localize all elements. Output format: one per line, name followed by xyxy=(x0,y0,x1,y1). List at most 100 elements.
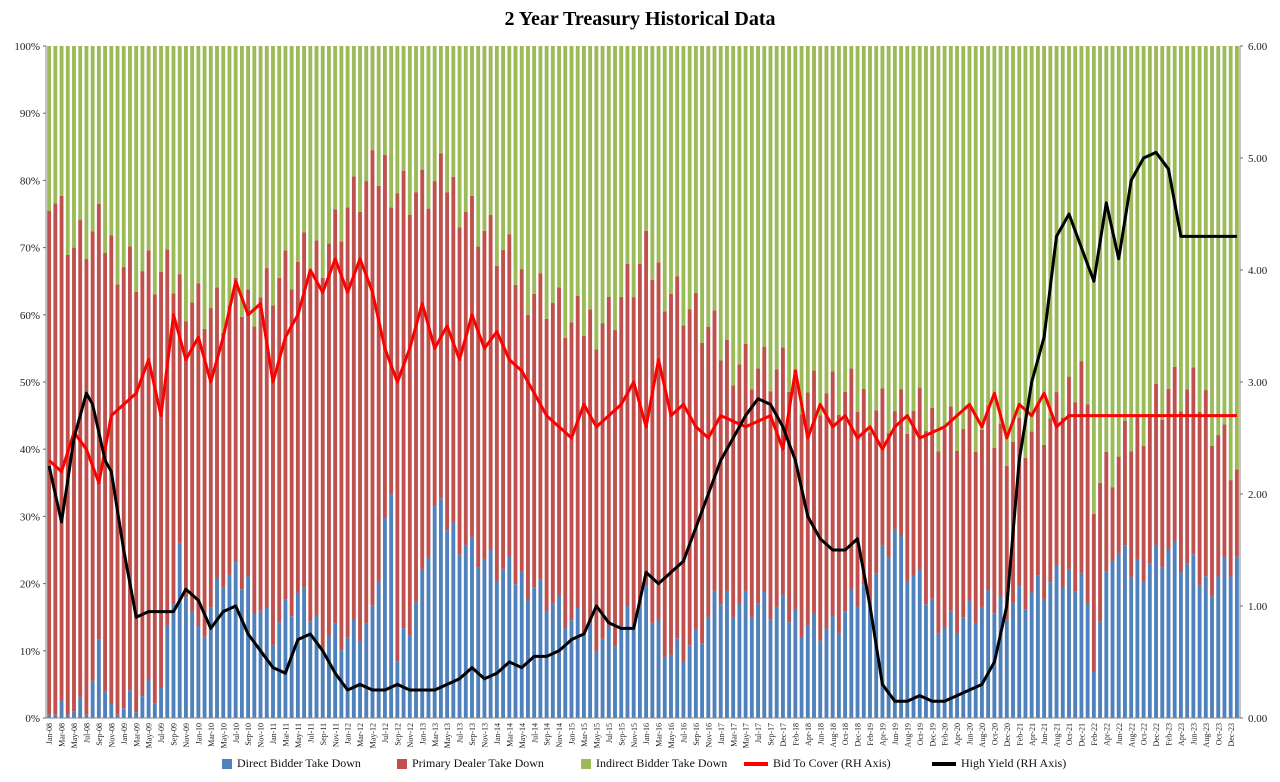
bar-indirect xyxy=(202,46,207,329)
bar-primary xyxy=(818,415,823,641)
bar-indirect xyxy=(693,46,698,293)
bar-direct xyxy=(1011,602,1015,718)
bar-primary xyxy=(358,211,362,642)
bar-indirect xyxy=(1210,46,1214,446)
bar-direct xyxy=(457,554,462,718)
bar-indirect xyxy=(961,46,966,430)
bar-primary xyxy=(1029,431,1034,593)
bar-direct xyxy=(625,606,630,718)
bar-direct xyxy=(861,584,866,718)
left-tick-label: 30% xyxy=(20,511,40,523)
bar-indirect xyxy=(725,46,729,340)
bar-direct xyxy=(1166,550,1171,718)
bar-direct xyxy=(426,557,431,718)
right-tick-label: 5.00 xyxy=(1248,153,1268,165)
bar-indirect xyxy=(215,46,219,288)
bar-primary xyxy=(1060,417,1065,588)
bar-primary xyxy=(1234,469,1239,557)
bar-primary xyxy=(414,192,418,603)
x-tick-label: May-08 xyxy=(70,723,79,748)
bar-direct xyxy=(264,607,269,718)
bar-direct xyxy=(420,569,425,718)
bar-direct xyxy=(830,616,835,718)
bar-direct xyxy=(1029,592,1034,718)
bar-primary xyxy=(606,296,611,627)
bar-indirect xyxy=(302,46,307,233)
x-tick-label: Mar-13 xyxy=(431,723,440,747)
bar-direct xyxy=(227,574,232,718)
bar-primary xyxy=(333,209,338,624)
bar-indirect xyxy=(501,46,506,250)
x-tick-label: Jan-09 xyxy=(120,723,129,744)
bar-direct xyxy=(637,605,642,718)
bar-indirect xyxy=(892,46,897,412)
x-tick-label: Jul-14 xyxy=(530,723,539,743)
bar-primary xyxy=(799,414,804,638)
bar-primary xyxy=(1098,482,1103,622)
x-tick-label: Jan-13 xyxy=(418,723,427,744)
bar-direct xyxy=(190,611,195,718)
bar-direct xyxy=(606,626,611,718)
bar-primary xyxy=(121,267,126,709)
bar-primary xyxy=(1166,388,1171,550)
bar-indirect xyxy=(445,46,450,193)
bar-direct xyxy=(376,581,381,718)
bar-direct xyxy=(414,602,418,718)
bar-direct xyxy=(320,648,325,718)
x-tick-label: Sep-14 xyxy=(543,723,552,746)
bar-indirect xyxy=(47,46,52,211)
bar-primary xyxy=(998,423,1003,597)
legend-item-high-yield: High Yield (RH Axis) xyxy=(932,756,1066,771)
bar-indirect xyxy=(532,46,537,294)
x-tick-label: Nov-11 xyxy=(331,723,340,747)
left-tick-label: 70% xyxy=(20,243,40,255)
bar-primary xyxy=(507,234,512,557)
bar-primary xyxy=(208,308,213,608)
x-tick-label: May-14 xyxy=(518,723,527,748)
x-tick-label: Dec-21 xyxy=(1078,723,1087,747)
bar-primary xyxy=(581,335,586,636)
bar-primary xyxy=(681,325,686,662)
bar-indirect xyxy=(824,46,829,394)
bar-direct xyxy=(401,628,406,718)
bar-direct xyxy=(948,610,953,718)
bar-direct xyxy=(1116,553,1121,718)
x-tick-label: May-10 xyxy=(219,723,228,748)
x-tick-label: Sep-11 xyxy=(319,723,328,745)
bar-direct xyxy=(134,712,139,718)
x-tick-label: May-15 xyxy=(593,723,602,748)
x-tick-label: Apr-19 xyxy=(879,723,888,746)
bar-primary xyxy=(96,203,101,640)
bar-indirect xyxy=(246,46,251,290)
bar-direct xyxy=(196,626,201,718)
left-axis: 0% 10% 20% 30% 40% 50% 60% 70% 80% 90% 100% xyxy=(14,41,47,725)
bar-direct xyxy=(202,636,207,718)
bar-primary xyxy=(725,339,729,591)
bar-direct xyxy=(550,603,555,718)
bar-primary xyxy=(880,388,885,546)
bar-direct xyxy=(463,545,468,718)
bar-indirect xyxy=(936,46,941,452)
bar-primary xyxy=(644,230,649,586)
bar-primary xyxy=(165,249,170,626)
bar-direct xyxy=(843,611,848,718)
bar-indirect xyxy=(432,46,437,182)
bar-direct xyxy=(1098,621,1103,718)
bar-indirect xyxy=(152,46,157,295)
bar-direct xyxy=(389,494,394,718)
bar-primary xyxy=(407,214,412,636)
left-tick-label: 40% xyxy=(20,444,40,456)
bar-primary xyxy=(1228,480,1233,577)
bar-primary xyxy=(600,323,605,639)
bar-direct xyxy=(215,577,219,718)
bar-primary xyxy=(1116,456,1121,554)
bar-indirect xyxy=(1154,46,1158,385)
bar-direct xyxy=(650,622,655,718)
line-bid-to-cover xyxy=(48,257,1237,485)
legend-swatch-primary xyxy=(397,758,407,769)
bar-indirect xyxy=(1098,46,1103,483)
bar-direct xyxy=(233,562,238,718)
bar-primary xyxy=(90,231,95,681)
bar-direct xyxy=(1197,585,1202,718)
bar-indirect xyxy=(59,46,64,196)
